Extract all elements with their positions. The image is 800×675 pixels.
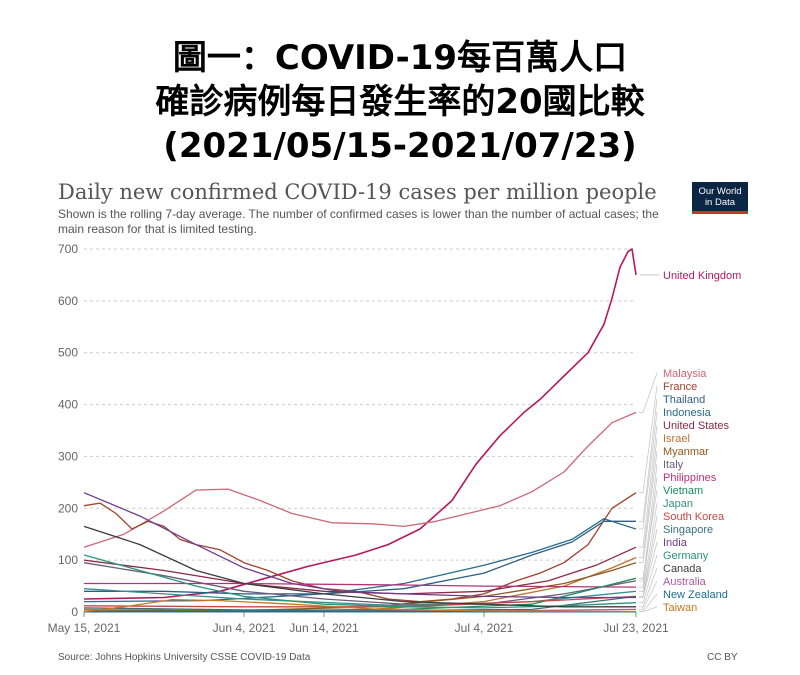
y-tick-label: 400 bbox=[58, 398, 78, 412]
series-line bbox=[83, 598, 637, 613]
series-label: France bbox=[663, 381, 697, 393]
label-connector bbox=[639, 502, 658, 592]
banner-line-1: 圖一：COVID-19每百萬人口 bbox=[172, 38, 628, 78]
series-line bbox=[83, 248, 637, 600]
label-connector bbox=[639, 372, 658, 413]
label-connector bbox=[639, 489, 658, 579]
banner-line-3: (2021/05/15-2021/07/23) bbox=[163, 126, 637, 166]
label-connector bbox=[639, 554, 658, 604]
owid-logo[interactable]: Our World in Data bbox=[692, 182, 748, 214]
y-tick-label: 0 bbox=[71, 605, 78, 619]
chart-title: Daily new confirmed COVID-19 cases per m… bbox=[58, 180, 657, 204]
series-label: Germany bbox=[663, 550, 709, 562]
series-label: New Zealand bbox=[663, 589, 728, 601]
series-line bbox=[83, 588, 637, 607]
series-line bbox=[84, 582, 637, 588]
y-tick-label: 100 bbox=[58, 553, 78, 567]
label-connector bbox=[639, 424, 658, 548]
series-label: Myanmar bbox=[663, 446, 709, 458]
series-line bbox=[83, 562, 637, 605]
label-connector bbox=[639, 541, 658, 598]
banner-title: 圖一：COVID-19每百萬人口 確診病例每日發生率的20國比較 (2021/0… bbox=[0, 0, 800, 168]
series-label: Indonesia bbox=[663, 407, 712, 419]
series-label: Israel bbox=[663, 433, 690, 445]
series-label: Japan bbox=[663, 498, 693, 510]
license-label: CC BY bbox=[707, 652, 738, 663]
label-connector bbox=[639, 580, 658, 610]
series-label: United Kingdom bbox=[663, 270, 741, 282]
series-label: South Korea bbox=[663, 511, 725, 523]
source-note: Source: Johns Hopkins University CSSE CO… bbox=[58, 652, 311, 663]
series-label: Philippines bbox=[663, 472, 717, 484]
series-label: Malaysia bbox=[663, 368, 707, 380]
series-label: Vietnam bbox=[663, 485, 703, 497]
series-label: Thailand bbox=[663, 394, 705, 406]
label-connector bbox=[639, 476, 658, 588]
label-connector bbox=[639, 437, 658, 558]
label-connector bbox=[639, 463, 658, 582]
series-line bbox=[83, 492, 636, 599]
series-line bbox=[84, 520, 636, 595]
series-label: Singapore bbox=[663, 524, 713, 536]
x-tick-label: Jun 14, 2021 bbox=[289, 621, 359, 635]
logo-line-2: in Data bbox=[704, 197, 736, 208]
y-tick-label: 200 bbox=[58, 501, 78, 515]
label-connector bbox=[639, 385, 658, 494]
chart-subtitle: Shown is the rolling 7-day average. The … bbox=[58, 207, 659, 236]
series-label: Australia bbox=[663, 576, 707, 588]
series-line bbox=[83, 525, 636, 608]
series-label: Taiwan bbox=[663, 602, 697, 614]
y-tick-label: 700 bbox=[58, 242, 78, 256]
x-tick-label: Jun 4, 2021 bbox=[213, 621, 276, 635]
series-label: United States bbox=[663, 420, 730, 432]
label-connector bbox=[639, 567, 658, 608]
series-line bbox=[83, 492, 637, 603]
y-tick-label: 500 bbox=[58, 346, 78, 360]
x-tick-label: May 15, 2021 bbox=[48, 621, 121, 635]
banner-line-2: 確診病例每日發生率的20國比較 bbox=[155, 82, 645, 122]
x-tick-label: Jul 23, 2021 bbox=[603, 621, 669, 635]
label-connector bbox=[639, 450, 658, 564]
series-line bbox=[83, 411, 637, 548]
series-label: India bbox=[663, 537, 688, 549]
label-connector bbox=[639, 398, 658, 522]
series-label: Italy bbox=[663, 459, 684, 471]
x-tick-label: Jul 4, 2021 bbox=[455, 621, 514, 635]
logo-line-1: Our World bbox=[698, 186, 742, 197]
series-label: Canada bbox=[663, 563, 702, 575]
label-connector bbox=[639, 606, 658, 612]
label-connector bbox=[639, 411, 658, 530]
y-tick-label: 600 bbox=[58, 294, 78, 308]
y-tick-label: 300 bbox=[58, 449, 78, 463]
